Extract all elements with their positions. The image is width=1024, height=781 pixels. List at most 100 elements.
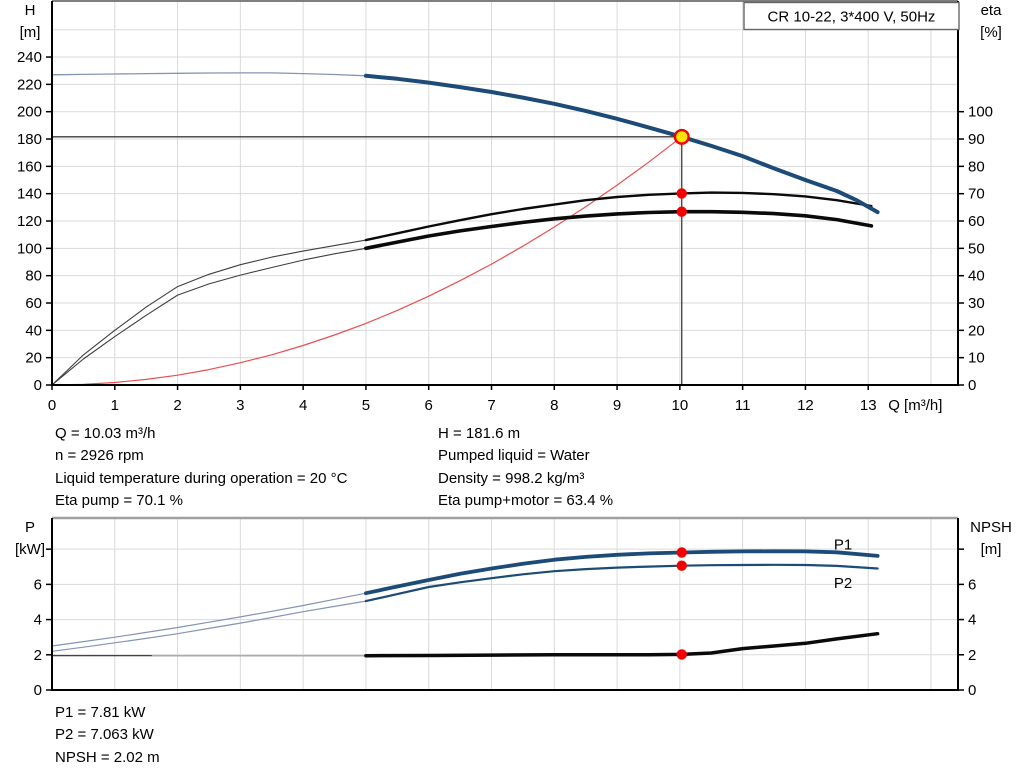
x-tick-label: 5 <box>362 397 370 414</box>
chart-title-box <box>743 1 960 31</box>
y-right-axis-title: NPSH <box>970 519 1012 536</box>
y-left-tick-label: 6 <box>34 576 42 593</box>
y-right-axis-title: eta <box>981 2 1003 19</box>
chart-title: CR 10-22, 3*400 V, 50Hz <box>768 9 936 26</box>
npsh-curve <box>364 631 880 658</box>
y-left-tick-label: 160 <box>17 158 42 175</box>
y-right-tick-label: 6 <box>968 576 976 593</box>
system-curve <box>51 136 683 386</box>
x-tick-label: 3 <box>236 397 244 414</box>
p1-curve <box>51 592 367 647</box>
p1-readout: P1 = 7.81 kW <box>55 704 146 721</box>
x-tick-label: 0 <box>48 397 56 414</box>
y-right-tick-label: 10 <box>968 350 985 367</box>
density-readout: Density = 998.2 kg/m³ <box>438 469 585 487</box>
x-tick-label: 2 <box>173 397 181 414</box>
y-left-tick-label: 120 <box>17 213 42 230</box>
eta-pump-readout: Eta pump = 70.1 % <box>55 491 183 509</box>
y-right-tick-label: 4 <box>968 612 976 629</box>
operating-conditions-right: H = 181.6 m Pumped liquid = Water Densit… <box>438 423 613 512</box>
y-right-tick-label: 50 <box>968 240 985 257</box>
p2-label: P2 <box>834 575 852 592</box>
eta-pump-motor-readout: Eta pump+motor = 63.4 % <box>438 491 614 509</box>
y-right-tick-label: 2 <box>968 647 976 664</box>
hq-eta-chart-frame <box>51 0 959 386</box>
npsh-point <box>676 649 687 660</box>
y-right-tick-label: 80 <box>968 158 985 175</box>
y-right-tick-label: 0 <box>968 682 976 699</box>
hq-eta-chart-grid <box>52 1 958 385</box>
y-left-tick-label: 2 <box>34 647 42 664</box>
power-npsh-chart: P1 P2 0 2 4 6 0 2 4 6 P [kW] NPSH [m] <box>15 516 1012 699</box>
y-left-tick-label: 220 <box>17 76 42 93</box>
y-left-tick-label: 0 <box>34 682 42 699</box>
y-right-tick-label: 20 <box>968 322 985 339</box>
y-left-tick-label: 240 <box>17 49 42 66</box>
power-npsh-readouts: P1 = 7.81 kW P2 = 7.063 kW NPSH = 2.02 m <box>55 702 160 769</box>
eta-pump-motor-curve <box>364 209 874 251</box>
y-left-axis-title: [kW] <box>15 541 45 558</box>
eta-pump-curve <box>364 191 873 242</box>
liquid-temperature-readout: Liquid temperature during operation = 20… <box>55 469 348 487</box>
y-right-axis-title: [m] <box>981 541 1002 558</box>
x-tick-label: 12 <box>797 397 814 414</box>
x-tick-label: 9 <box>613 397 621 414</box>
duty-point <box>673 128 690 145</box>
y-left-tick-label: 200 <box>17 104 42 121</box>
x-tick-label: 11 <box>735 397 751 414</box>
y-left-tick-label: 140 <box>17 186 42 203</box>
p1-label: P1 <box>834 537 852 554</box>
y-right-tick-label: 100 <box>968 104 993 121</box>
y-left-axis-title: [m] <box>20 24 41 41</box>
p1-point <box>676 547 687 558</box>
p2-readout: P2 = 7.063 kW <box>55 726 154 744</box>
p2-curve <box>51 600 367 652</box>
y-right-tick-label: 70 <box>968 186 985 203</box>
p2-curve <box>364 563 879 603</box>
eta-pump-point <box>676 188 687 199</box>
p1-curve <box>363 549 880 596</box>
x-tick-label: 6 <box>425 397 433 414</box>
y-left-tick-label: 60 <box>25 295 42 312</box>
eta-pump-curve <box>51 239 367 386</box>
y-left-tick-label: 180 <box>17 131 42 148</box>
y-right-tick-label: 40 <box>968 268 985 285</box>
x-tick-label: 7 <box>487 397 495 414</box>
eta-pump-motor-curve <box>51 247 367 386</box>
x-tick-label: 13 <box>860 397 877 414</box>
x-tick-label: 1 <box>111 397 119 414</box>
power-npsh-chart-grid <box>52 518 958 690</box>
hq-eta-chart: 0204060801001201401601802002202400102030… <box>17 0 1002 414</box>
y-right-tick-label: 90 <box>968 131 985 148</box>
y-left-tick-label: 20 <box>25 350 42 367</box>
head-curve <box>363 73 880 215</box>
head-readout: H = 181.6 m <box>438 425 521 442</box>
pumped-liquid-readout: Pumped liquid = Water <box>438 447 590 465</box>
power-npsh-chart-frame <box>51 516 959 691</box>
y-right-tick-label: 60 <box>968 213 985 230</box>
y-right-tick-label: 30 <box>968 295 985 312</box>
power-npsh-chart-axes: 0 2 4 6 0 2 4 6 P [kW] NPSH [m] <box>15 519 1012 699</box>
p2-point <box>676 560 687 571</box>
flow-readout: Q = 10.03 m³/h <box>55 425 156 442</box>
y-left-axis-title: H <box>25 2 36 19</box>
speed-readout: n = 2926 rpm <box>55 447 144 465</box>
y-right-axis-title: [%] <box>980 24 1002 41</box>
y-left-tick-label: 80 <box>25 268 42 285</box>
x-tick-label: 8 <box>550 397 558 414</box>
npsh-readout: NPSH = 2.02 m <box>55 748 160 766</box>
eta-pump-motor-point <box>676 206 687 217</box>
hq-eta-chart-axes: 0204060801001201401601802002202400102030… <box>17 2 1002 414</box>
y-right-tick-label: 0 <box>968 377 976 394</box>
x-tick-label: 4 <box>299 397 307 414</box>
y-left-tick-label: 40 <box>25 322 42 339</box>
y-left-tick-label: 100 <box>17 240 42 257</box>
operating-conditions-left: Q = 10.03 m³/h n = 2926 rpm Liquid tempe… <box>55 423 347 512</box>
y-left-tick-label: 0 <box>34 377 42 394</box>
y-left-tick-label: 4 <box>34 612 42 629</box>
head-curve <box>51 72 367 77</box>
x-tick-label: 10 <box>672 397 689 414</box>
y-left-axis-title: P <box>25 519 35 536</box>
